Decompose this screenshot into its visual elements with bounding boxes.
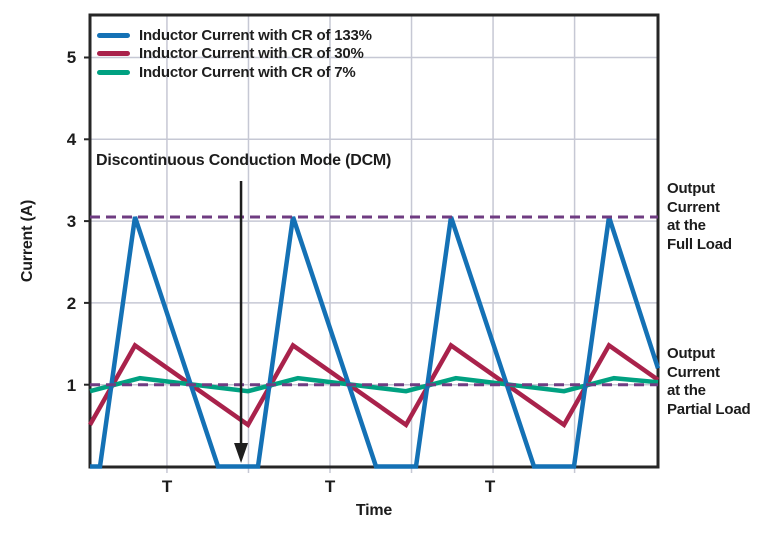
- y-tick-4: 4: [66, 130, 76, 149]
- y-tick-1: 1: [66, 376, 76, 395]
- legend-label: Inductor Current with CR of 133%: [139, 26, 372, 44]
- full-load-reference-label: Output Current at the Full Load: [667, 180, 732, 253]
- x-period-marker-3: T: [484, 477, 496, 496]
- waveform-line: [90, 216, 661, 469]
- waveform-line: [89, 375, 659, 394]
- chart-plot-area: [84, 13, 661, 473]
- dcm-arrow-head-icon: [234, 443, 249, 463]
- legend-label: Inductor Current with CR of 7%: [139, 63, 356, 81]
- legend-item-cr-133: Inductor Current with CR of 133%: [97, 26, 372, 45]
- x-period-marker-2: T: [324, 477, 336, 496]
- legend-item-cr-30: Inductor Current with CR of 30%: [97, 45, 372, 64]
- x-axis-title: Time: [355, 502, 393, 519]
- y-tick-2: 2: [66, 294, 76, 313]
- x-period-marker-1: T: [161, 477, 173, 496]
- dcm-annotation-text: Discontinuous Conduction Mode (DCM): [96, 152, 392, 169]
- waveform-line: [88, 342, 660, 429]
- y-axis-title: Current (A): [19, 199, 36, 283]
- legend-swatch-crimson-icon: [97, 51, 130, 57]
- legend-label: Inductor Current with CR of 30%: [139, 45, 364, 63]
- y-tick-3: 3: [66, 212, 76, 231]
- legend-item-cr-7: Inductor Current with CR of 7%: [97, 63, 372, 82]
- y-tick-5: 5: [66, 48, 76, 67]
- chart-legend: Inductor Current with CR of 133% Inducto…: [97, 26, 372, 82]
- legend-swatch-green-icon: [97, 69, 130, 75]
- partial-load-reference-label: Output Current at the Partial Load: [667, 345, 751, 418]
- plot-frame: [88, 13, 660, 469]
- legend-swatch-blue-icon: [97, 32, 130, 38]
